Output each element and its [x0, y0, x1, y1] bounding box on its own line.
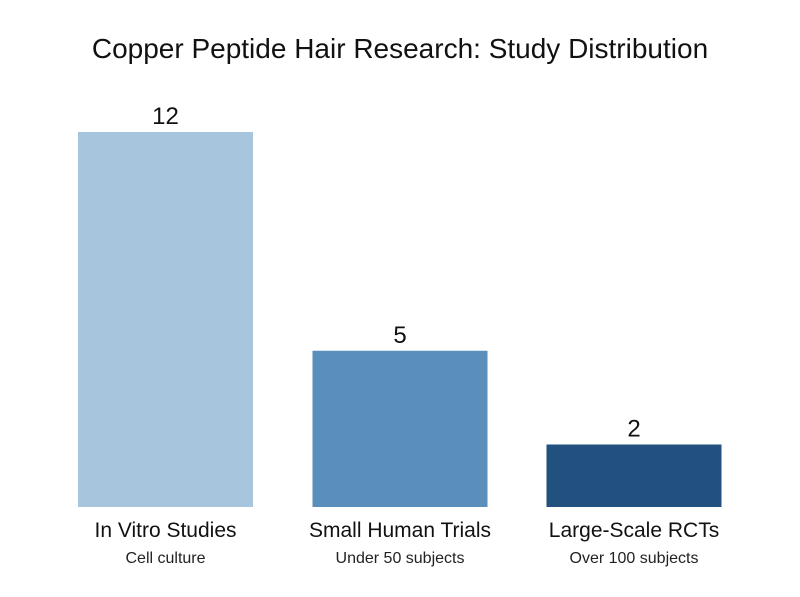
value-label-large-scale-rcts: 2: [627, 416, 640, 443]
value-label-small-human-trials: 5: [393, 322, 406, 349]
value-label-in-vitro-studies: 12: [152, 103, 179, 130]
category-label-large-scale-rcts: Large-Scale RCTs: [549, 519, 719, 542]
category-label-small-human-trials: Small Human Trials: [309, 519, 491, 542]
category-subtitle-small-human-trials: Under 50 subjects: [336, 550, 465, 567]
category-subtitle-large-scale-rcts: Over 100 subjects: [570, 550, 699, 567]
bar-group-1: 5 Small Human Trials Under 50 subjects: [309, 322, 491, 567]
bar-group-2: 2 Large-Scale RCTs Over 100 subjects: [546, 416, 722, 567]
category-label-in-vitro-studies: In Vitro Studies: [94, 519, 236, 542]
bar-group-0: 12 In Vitro Studies Cell culture: [78, 103, 253, 567]
chart-title: Copper Peptide Hair Research: Study Dist…: [92, 33, 708, 64]
category-subtitle-in-vitro-studies: Cell culture: [125, 550, 205, 567]
bar-in-vitro-studies: [78, 132, 253, 507]
bar-small-human-trials: [312, 350, 488, 507]
bar-large-scale-rcts: [546, 444, 722, 507]
